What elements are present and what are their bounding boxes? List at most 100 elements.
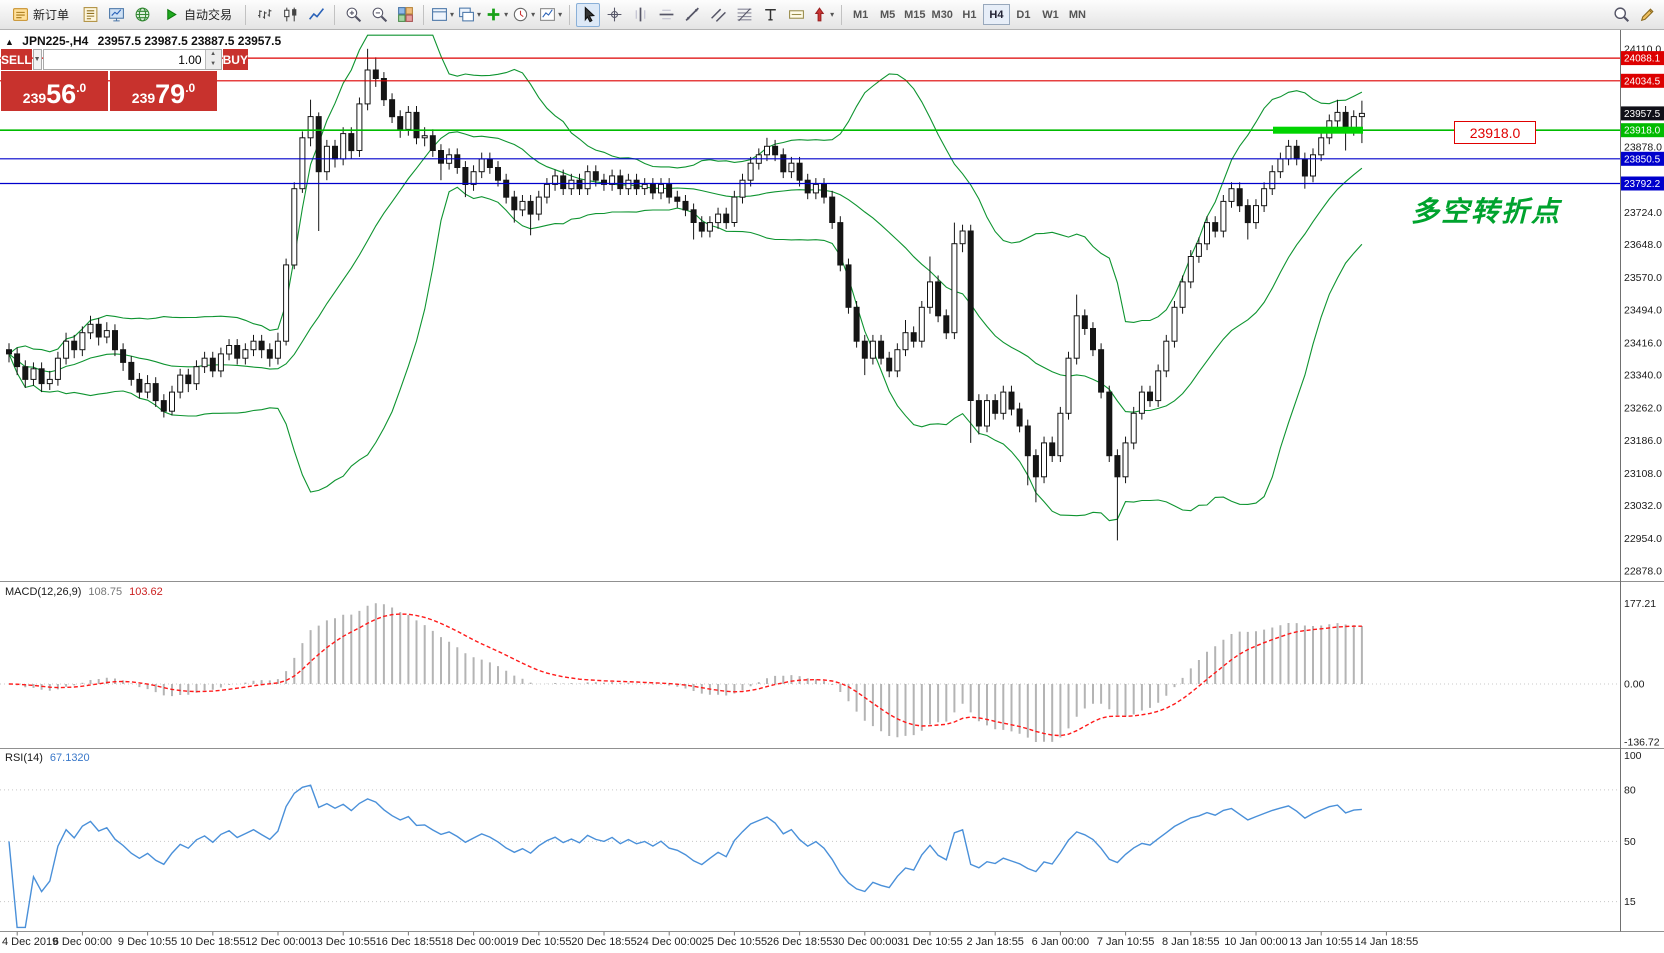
new-order-button[interactable]: 新订单 <box>5 3 76 27</box>
indicators-button[interactable]: ▾ <box>484 3 509 27</box>
new-chart-button[interactable]: ▾ <box>430 3 455 27</box>
vertical-line-button[interactable] <box>628 3 652 27</box>
timeframe-h4-button[interactable]: H4 <box>982 4 1010 25</box>
candle <box>1301 158 1308 177</box>
candles-layer <box>6 48 1365 541</box>
timeframe-m30-button[interactable]: M30 <box>931 8 953 21</box>
pivot-highlight-segment[interactable] <box>1273 126 1363 134</box>
search-button[interactable] <box>1609 3 1633 27</box>
zoom-out-icon <box>372 7 387 23</box>
timeframe-m15-button[interactable]: M15 <box>904 8 926 21</box>
sell-button[interactable]: SELL <box>1 49 32 70</box>
tile-windows-button[interactable] <box>393 3 417 27</box>
timeframe-d1-button[interactable]: D1 <box>1016 8 1031 21</box>
price-callout-label[interactable]: 23918.0 <box>1454 121 1536 144</box>
candle <box>1195 243 1202 257</box>
chart-objects <box>0 57 1620 185</box>
zoom-out-button[interactable] <box>367 3 391 27</box>
timeframe-m1-button[interactable]: M1 <box>852 8 869 21</box>
price-axis-label: 22878.0 <box>1624 565 1662 577</box>
search-icon <box>1613 7 1629 23</box>
line-icon <box>308 8 324 20</box>
oneclick-collapse-icon[interactable]: ▲ <box>5 37 14 47</box>
templates-button[interactable]: ▾ <box>538 3 563 27</box>
profiles-button[interactable]: ▾ <box>457 3 482 27</box>
market-watch-button[interactable] <box>104 3 128 27</box>
macd-panel: 177.21 0.00 -136.72 <box>0 598 1660 749</box>
rsi-axis-label: 15 <box>1624 896 1636 908</box>
timeframe-mn-button[interactable]: MN <box>1068 8 1086 21</box>
volume-decrease-button[interactable]: ▼ <box>205 59 221 69</box>
horizontal-line-button[interactable] <box>654 3 678 27</box>
candle <box>258 340 265 351</box>
candlestick-type-button[interactable] <box>278 3 302 27</box>
candle <box>682 200 689 211</box>
candle <box>1008 391 1015 410</box>
candle <box>552 175 559 185</box>
candle <box>1358 112 1365 118</box>
candle <box>438 150 444 164</box>
line-chart-type-button[interactable] <box>304 3 328 27</box>
volume-box: ▲ ▼ <box>42 49 222 70</box>
timeframe-h1-button[interactable]: H1 <box>962 8 977 21</box>
timeframe-w1-button[interactable]: W1 <box>1042 8 1059 21</box>
chevron-down-icon: ▾ <box>558 10 563 19</box>
candle <box>1277 158 1284 173</box>
candle <box>543 183 550 198</box>
cursor-button[interactable] <box>576 2 601 27</box>
candle <box>380 78 387 101</box>
bollinger-lower-band <box>8 186 1363 522</box>
candle <box>14 353 21 368</box>
annotation-text[interactable]: 多空转折点 <box>1411 196 1562 227</box>
candle <box>992 400 999 414</box>
candle <box>1163 340 1170 372</box>
sell-price-display[interactable]: 239 56 .0 <box>1 71 108 111</box>
bar-chart-type-button[interactable] <box>252 3 276 27</box>
play-icon <box>167 8 177 21</box>
community-button[interactable] <box>130 3 154 27</box>
candle <box>796 162 803 181</box>
arrows-button[interactable]: ▾ <box>810 3 835 27</box>
volume-dropdown-button[interactable]: ▼ <box>32 49 42 70</box>
candle <box>421 135 428 139</box>
text-button[interactable] <box>758 3 782 27</box>
channel-button[interactable] <box>706 3 730 27</box>
candle <box>63 340 70 359</box>
candle <box>617 175 624 190</box>
periods-button[interactable]: ▾ <box>511 3 536 27</box>
text-label-button[interactable] <box>784 3 808 27</box>
candle <box>584 171 591 190</box>
buy-button[interactable]: BUY <box>222 49 248 70</box>
volume-increase-button[interactable]: ▲ <box>205 50 221 60</box>
grid-icon <box>397 7 413 22</box>
zoom-in-button[interactable] <box>341 3 365 27</box>
crosshair-button[interactable] <box>602 3 626 27</box>
candle <box>1073 315 1080 359</box>
timeframe-m5-button[interactable]: M5 <box>879 8 896 21</box>
volume-input[interactable] <box>43 50 205 69</box>
quick-draw-button[interactable] <box>1635 3 1659 27</box>
candle <box>185 374 192 385</box>
price-axis-label: 22954.0 <box>1624 533 1662 545</box>
candle <box>1024 425 1031 457</box>
sell-price-big: 56 <box>46 79 77 109</box>
trendline-button[interactable] <box>680 3 704 27</box>
buy-price-display[interactable]: 239 79 .0 <box>110 71 217 111</box>
rsi-panel: 100 80 50 15 <box>0 750 1642 929</box>
monitor-icon <box>108 8 124 22</box>
time-axis-label: 13 Dec 10:55 <box>310 936 375 948</box>
axis-price-tag-label: 23850.5 <box>1624 154 1661 165</box>
candle <box>927 281 933 308</box>
editor-button[interactable] <box>78 3 102 27</box>
time-axis-label: 9 Dec 10:55 <box>118 936 177 948</box>
candle <box>429 135 436 151</box>
autotrading-button[interactable]: 自动交易 <box>156 3 239 27</box>
zoom-in-icon <box>346 7 361 23</box>
globe-icon <box>135 7 149 22</box>
time-axis-label: 20 Dec 18:55 <box>571 936 636 948</box>
axis-price-tag-label: 23792.2 <box>1624 179 1661 190</box>
candle <box>910 332 917 342</box>
candle <box>731 196 738 224</box>
fibonacci-button[interactable] <box>732 3 756 27</box>
candle <box>1098 349 1105 393</box>
